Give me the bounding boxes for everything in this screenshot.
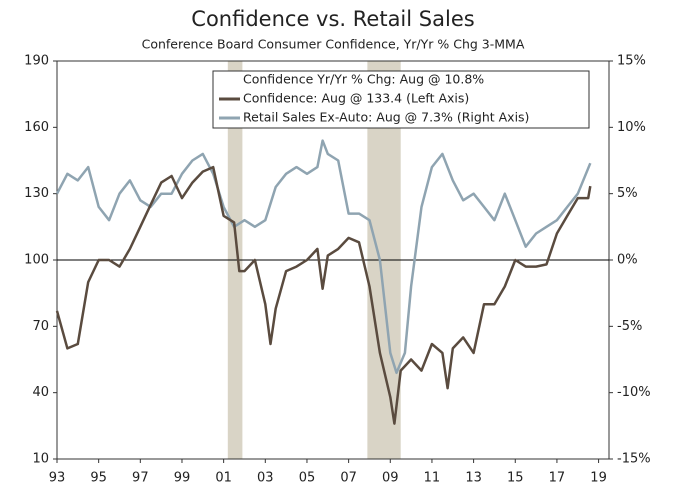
y2-tick-label: 10%	[617, 120, 646, 135]
y-tick-label: 100	[24, 253, 49, 268]
legend-title: Confidence Yr/Yr % Chg: Aug @ 10.8%	[243, 72, 484, 87]
y2-tick-label: 0%	[617, 253, 638, 268]
x-tick-label: 17	[549, 471, 566, 486]
y2-tick-label: -10%	[617, 385, 651, 400]
y2-tick-label: 15%	[617, 54, 646, 69]
y2-tick-label: -5%	[617, 319, 642, 334]
x-tick-label: 03	[257, 471, 274, 486]
x-tick-label: 11	[424, 471, 441, 486]
series-line	[55, 139, 592, 375]
series-line	[55, 165, 592, 425]
x-tick-label: 05	[299, 471, 316, 486]
x-tick-label: 19	[590, 471, 607, 486]
y-tick-label: 40	[32, 385, 49, 400]
x-tick-label: 09	[382, 471, 399, 486]
y-tick-label: 160	[24, 120, 49, 135]
x-tick-label: 93	[49, 471, 66, 486]
chart-subtitle: Conference Board Consumer Confidence, Yr…	[142, 37, 525, 52]
x-tick-label: 15	[507, 471, 524, 486]
x-tick-label: 95	[90, 471, 107, 486]
legend-label: Confidence: Aug @ 133.4 (Left Axis)	[243, 91, 469, 106]
chart-title: Confidence vs. Retail Sales	[191, 7, 474, 31]
x-tick-label: 13	[465, 471, 482, 486]
y-tick-label: 130	[24, 186, 49, 201]
legend-box	[212, 70, 590, 129]
x-tick-label: 01	[215, 471, 232, 486]
y2-tick-label: -15%	[617, 452, 651, 467]
x-tick-label: 99	[174, 471, 191, 486]
y-tick-label: 190	[24, 54, 49, 69]
y2-tick-label: 5%	[617, 186, 638, 201]
y-tick-label: 70	[32, 319, 49, 334]
y-tick-label: 10	[32, 452, 49, 467]
legend-label: Retail Sales Ex-Auto: Aug @ 7.3% (Right …	[243, 110, 529, 125]
x-tick-label: 07	[340, 471, 357, 486]
x-tick-label: 97	[132, 471, 149, 486]
